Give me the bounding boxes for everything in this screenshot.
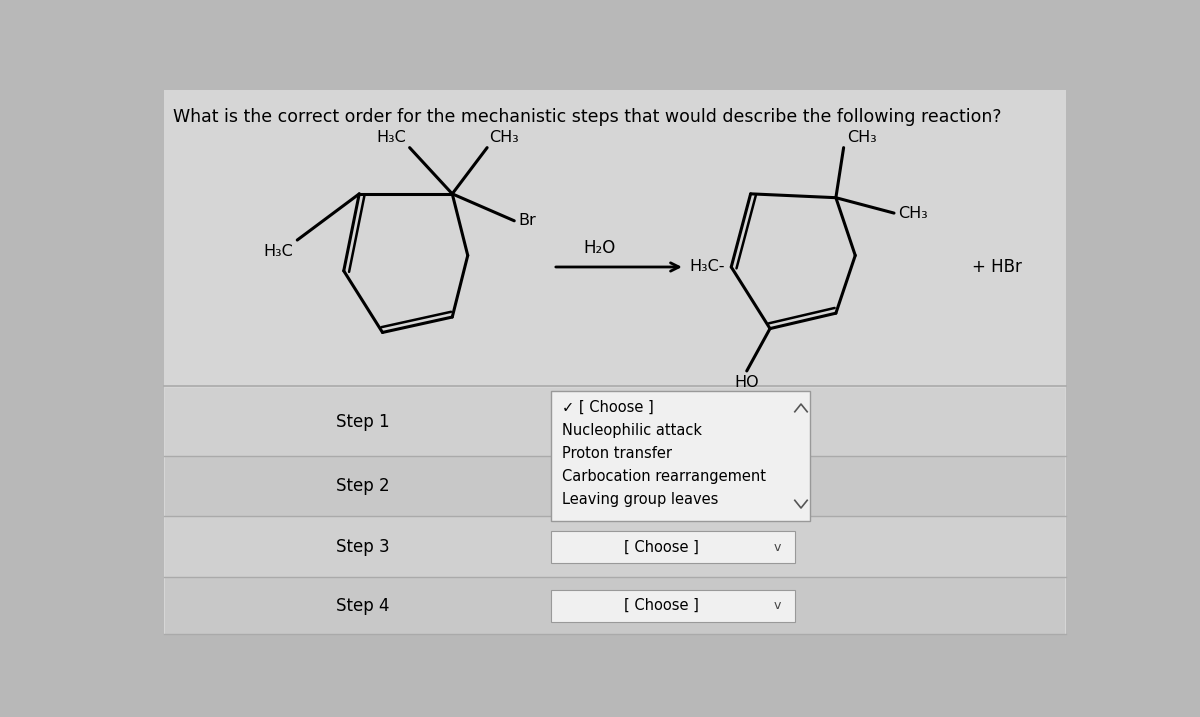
Text: Step 3: Step 3 (336, 538, 390, 556)
Text: + HBr: + HBr (972, 258, 1021, 276)
FancyBboxPatch shape (552, 391, 810, 521)
Text: Step 1: Step 1 (336, 413, 390, 431)
Text: [ Choose ]: [ Choose ] (624, 598, 698, 613)
Text: H₂O: H₂O (583, 239, 616, 257)
Text: Carbocation rearrangement: Carbocation rearrangement (563, 469, 767, 484)
Text: v: v (774, 599, 781, 612)
Text: Step 2: Step 2 (336, 477, 390, 495)
Text: Proton transfer: Proton transfer (563, 446, 672, 461)
Text: CH₃: CH₃ (490, 130, 520, 146)
Text: Leaving group leaves: Leaving group leaves (563, 492, 719, 507)
FancyBboxPatch shape (552, 589, 794, 622)
FancyBboxPatch shape (164, 90, 1066, 635)
Text: H₃C: H₃C (264, 244, 293, 259)
Text: H₃C: H₃C (376, 130, 406, 146)
FancyBboxPatch shape (164, 388, 1066, 455)
Text: CH₃: CH₃ (898, 206, 928, 221)
FancyBboxPatch shape (164, 517, 1066, 577)
FancyBboxPatch shape (164, 455, 1066, 516)
Text: H₃C-: H₃C- (690, 260, 725, 275)
FancyBboxPatch shape (164, 577, 1066, 635)
Text: Br: Br (518, 213, 536, 228)
Text: v: v (774, 541, 781, 554)
Text: Step 4: Step 4 (336, 597, 390, 614)
Text: CH₃: CH₃ (847, 130, 877, 146)
Text: Nucleophilic attack: Nucleophilic attack (563, 423, 702, 438)
Text: [ Choose ]: [ Choose ] (624, 540, 698, 555)
Text: ✓ [ Choose ]: ✓ [ Choose ] (563, 400, 654, 415)
Text: What is the correct order for the mechanistic steps that would describe the foll: What is the correct order for the mechan… (173, 108, 1002, 125)
FancyBboxPatch shape (552, 531, 794, 564)
Text: HO: HO (734, 375, 760, 390)
